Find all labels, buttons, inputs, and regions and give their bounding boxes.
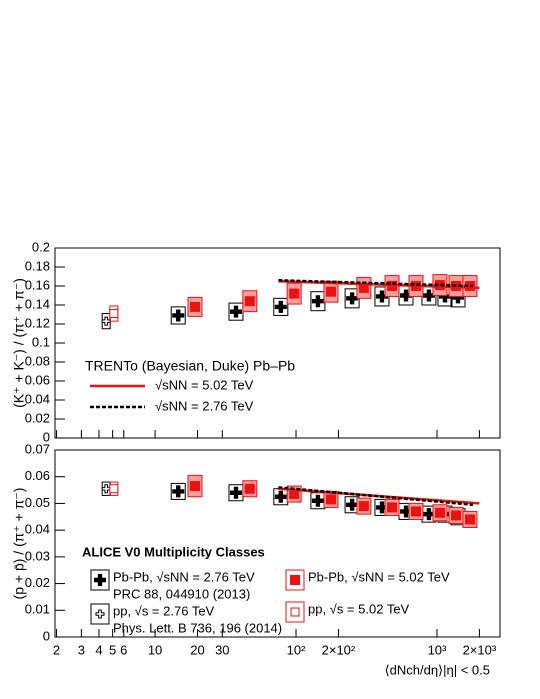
- marker: [311, 494, 324, 507]
- marker: [450, 510, 461, 521]
- y-tick-label: 0.08: [25, 353, 50, 368]
- y-tick-label: 0.05: [25, 495, 50, 510]
- x-tick-label: 2: [53, 642, 60, 657]
- marker: [464, 514, 475, 525]
- y-tick-label: 0.18: [25, 258, 50, 273]
- legend-label: √sNN = 5.02 TeV: [155, 377, 254, 392]
- x-tick-label: 2×10²: [322, 642, 356, 657]
- y-tick-label: 0.06: [25, 372, 50, 387]
- legend-label: Pb-Pb, √sNN = 5.02 TeV: [308, 569, 450, 584]
- x-axis-title: ⟨dNch/dη⟩|η| < 0.5: [385, 662, 490, 677]
- x-tick-label: 30: [215, 642, 229, 657]
- marker: [375, 290, 388, 303]
- legend-label: pp, √s = 5.02 TeV: [308, 601, 410, 616]
- marker: [452, 291, 465, 304]
- y-tick-label: 0.04: [25, 522, 50, 537]
- legend-label: √sNN = 2.76 TeV: [155, 398, 254, 413]
- legend-marker: [95, 609, 105, 619]
- marker: [190, 301, 201, 312]
- systematic-box: [170, 306, 186, 325]
- systematic-box: [273, 297, 289, 316]
- y-tick-label: 0.01: [25, 602, 50, 617]
- marker: [244, 296, 255, 307]
- y-tick-label: 0.02: [25, 575, 50, 590]
- legend-box: [285, 601, 305, 623]
- legend-label: Pb-Pb, √sNN = 2.76 TeV: [113, 569, 255, 584]
- marker: [101, 316, 111, 326]
- marker: [375, 501, 388, 514]
- legend-reference: PRC 88, 044910 (2013): [113, 586, 250, 601]
- marker: [229, 486, 242, 499]
- x-tick-label: 4: [95, 642, 102, 657]
- y-tick-label: 0.1: [32, 334, 50, 349]
- marker: [289, 288, 300, 299]
- legend-marker: [290, 575, 300, 585]
- model-line: [278, 279, 473, 288]
- y-tick-label: 0.2: [32, 239, 50, 254]
- x-tick-label: 20: [190, 642, 204, 657]
- y-tick-label: 0.14: [25, 296, 50, 311]
- y-tick-label: 0: [43, 628, 50, 643]
- y-tick-label: 0.07: [25, 441, 50, 456]
- y-axis-title: (p + p̄) / (π⁺ + π⁻): [11, 488, 27, 600]
- marker: [325, 494, 336, 505]
- legend-title: TRENTo (Bayesian, Duke) Pb–Pb: [85, 358, 295, 374]
- legend-box: [90, 569, 110, 591]
- marker: [244, 483, 255, 494]
- marker: [109, 309, 119, 319]
- marker: [190, 481, 201, 492]
- marker: [325, 286, 336, 297]
- legend-reference: Phys. Lett. B 736, 196 (2014): [113, 620, 282, 635]
- x-tick-label: 2×10³: [463, 642, 497, 657]
- x-tick-label: 6: [120, 642, 127, 657]
- marker: [229, 305, 242, 318]
- legend-label: pp, √s = 2.76 TeV: [113, 603, 215, 618]
- marker: [422, 508, 435, 521]
- marker: [109, 484, 119, 494]
- plot-frame: [54, 449, 501, 638]
- x-tick-label: 5: [109, 642, 116, 657]
- marker: [274, 300, 287, 313]
- legend-box: [90, 603, 110, 625]
- y-tick-label: 0.16: [25, 277, 50, 292]
- marker: [358, 501, 369, 512]
- legend-box: [285, 569, 305, 591]
- y-axis-title: (K⁺ + K⁻) / (π⁺ + π⁻): [11, 278, 27, 408]
- x-tick-label: 10³: [428, 642, 447, 657]
- marker: [172, 485, 185, 498]
- legend-title: ALICE V0 Multiplicity Classes: [82, 544, 265, 559]
- y-tick-label: 0.03: [25, 548, 50, 563]
- marker: [400, 289, 413, 302]
- x-tick-label: 10: [148, 642, 162, 657]
- systematic-box: [170, 482, 186, 500]
- model-line: [278, 486, 474, 507]
- y-tick-label: 0.02: [25, 410, 50, 425]
- marker: [172, 309, 185, 322]
- marker: [400, 505, 413, 518]
- marker: [438, 290, 451, 303]
- marker: [434, 507, 445, 518]
- legend-marker: [94, 574, 106, 586]
- y-tick-label: 0.06: [25, 468, 50, 483]
- y-tick-label: 0.04: [25, 391, 50, 406]
- marker: [346, 292, 359, 305]
- y-tick-label: 0: [43, 429, 50, 444]
- marker: [387, 502, 398, 513]
- marker: [311, 295, 324, 308]
- marker: [411, 506, 422, 517]
- marker: [274, 490, 287, 503]
- marker: [422, 289, 435, 302]
- marker: [346, 498, 359, 511]
- x-tick-label: 10²: [287, 642, 306, 657]
- x-tick-label: 3: [78, 642, 85, 657]
- marker: [101, 484, 111, 494]
- legend-marker: [290, 607, 300, 617]
- y-tick-label: 0.12: [25, 315, 50, 330]
